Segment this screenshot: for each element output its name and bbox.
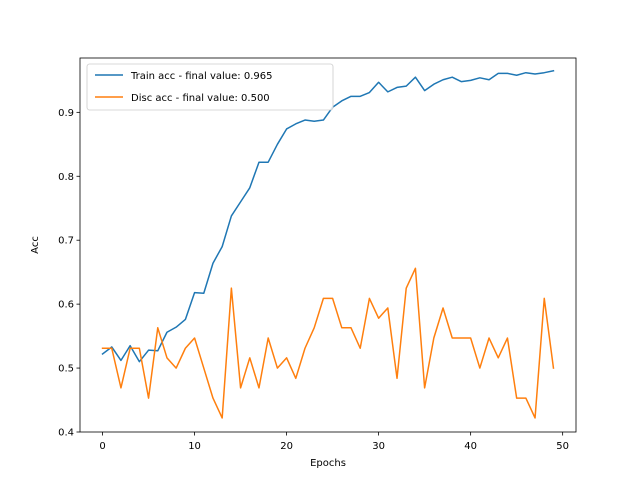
x-tick-label: 10 bbox=[188, 441, 201, 452]
x-tick-label: 20 bbox=[280, 441, 293, 452]
y-tick-label: 0.7 bbox=[58, 236, 74, 247]
y-tick-label: 0.5 bbox=[58, 364, 74, 375]
legend-label-1: Train acc - final value: 0.965 bbox=[130, 71, 272, 82]
y-tick-label: 0.9 bbox=[58, 108, 74, 119]
legend-label-2: Disc acc - final value: 0.500 bbox=[131, 93, 270, 104]
x-tick-label: 30 bbox=[372, 441, 385, 452]
x-tick-label: 0 bbox=[99, 441, 105, 452]
y-axis-label: Acc bbox=[30, 236, 41, 254]
x-axis-label: Epochs bbox=[310, 458, 346, 469]
y-tick-label: 0.8 bbox=[58, 172, 74, 183]
plot-frame bbox=[79, 57, 577, 433]
series-line-1 bbox=[101, 69, 555, 363]
y-tick-label: 0.4 bbox=[58, 428, 74, 439]
legend-box bbox=[86, 63, 334, 111]
series-layer bbox=[101, 69, 555, 419]
x-tick-label: 40 bbox=[464, 441, 477, 452]
series-line-2 bbox=[101, 267, 555, 419]
y-tick-label: 0.6 bbox=[58, 300, 74, 311]
legend: Train acc - final value: 0.965 Disc acc -… bbox=[86, 63, 334, 111]
axes-ticks: 0 10 20 30 40 50 0.4 0.5 0.6 0.7 0.8 0.9 bbox=[58, 108, 569, 452]
x-tick-label: 50 bbox=[556, 441, 569, 452]
